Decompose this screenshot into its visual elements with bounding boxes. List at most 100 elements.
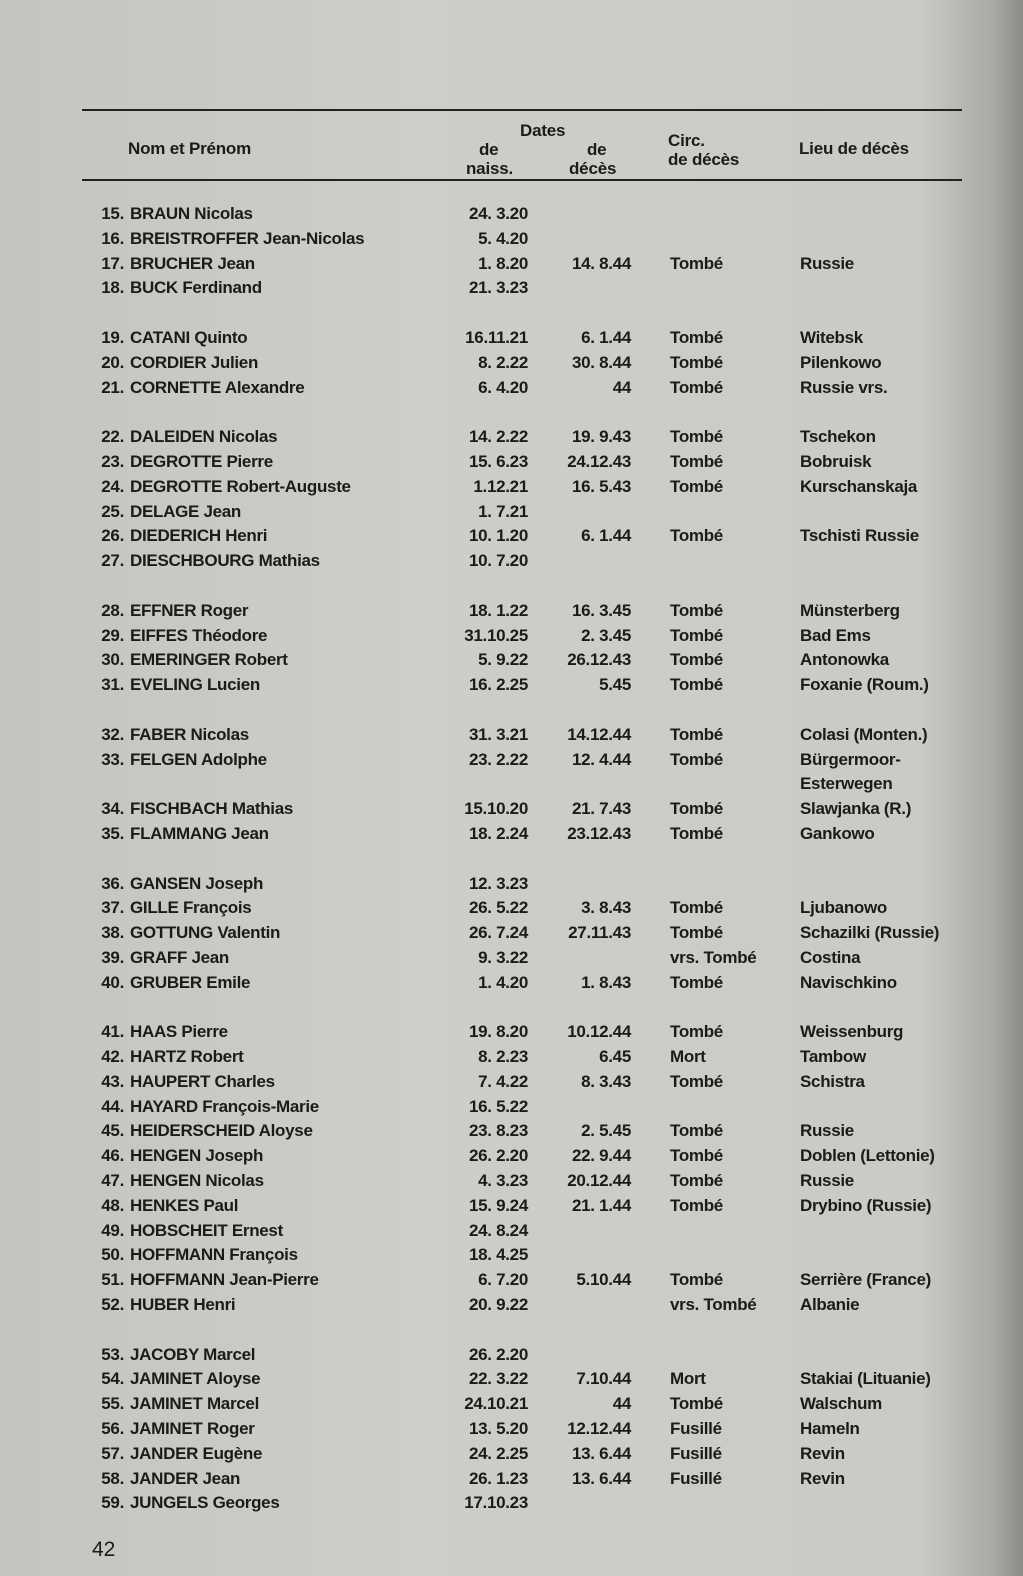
cell-place: Revin [800,1468,845,1488]
cell-death: 2. 5.45 [581,1121,631,1141]
cell-death: 5.10.44 [576,1270,631,1290]
cell-num: 18. [101,278,124,298]
cell-circ: Tombé [670,352,723,372]
cell-death: 12. 4.44 [571,749,631,769]
table-row: 50. HOFFMANN François 18. 4.25 [0,1245,1023,1270]
cell-place: Bürgermoor- [800,749,901,769]
cell-place: Tschisti Russie [800,526,919,546]
cell-name: FISCHBACH Mathias [130,799,294,819]
cell-birth: 26. 7.24 [468,923,528,943]
cell-place: Hameln [800,1419,860,1439]
cell-death: 8. 3.43 [581,1071,631,1091]
table-row: 51. HOFFMANN Jean-Pierre 6. 7.20 5.10.44 Tom… [0,1270,1023,1295]
table-row: 33. FELGEN Adolphe 23. 2.22 12. 4.44 Tombé Bü… [0,750,1023,775]
group-spacer [0,303,1023,328]
cell-name: HENGEN Joseph [130,1146,264,1166]
group-spacer [0,1320,1023,1345]
cell-birth: 13. 5.20 [468,1419,528,1439]
cell-circ: Fusillé [670,1419,722,1439]
cell-place: Schistra [800,1071,865,1091]
cell-place: Serrière (France) [800,1270,931,1290]
cell-place: Navischkino [800,972,897,992]
cell-place: Münsterberg [800,600,900,620]
header-birth-line1: de [479,140,499,159]
cell-num: 53. [101,1344,124,1364]
cell-num: 36. [101,873,124,893]
cell-death: 12.12.44 [567,1419,631,1439]
cell-death: 23.12.43 [567,823,631,843]
cell-circ: Tombé [670,625,723,645]
cell-num: 54. [101,1369,124,1389]
cell-birth: 26. 5.22 [468,898,528,918]
cell-place: Kurschanskaja [800,476,918,496]
table-row: 15. BRAUN Nicolas 24. 3.20 [0,204,1023,229]
table-row: 40. GRUBER Emile 1. 4.20 1. 8.43 Tombé Navisc… [0,973,1023,998]
cell-circ: Fusillé [670,1468,722,1488]
cell-name: GOTTUNG Valentin [130,923,281,943]
cell-birth: 22. 3.22 [468,1369,528,1389]
cell-birth: 15. 9.24 [468,1195,528,1215]
cell-place: Costina [800,947,861,967]
cell-num: 59. [101,1493,124,1513]
cell-name: HOFFMANN François [130,1245,298,1265]
cell-name: DELAGE Jean [130,501,242,521]
cell-name: BRAUN Nicolas [130,204,253,223]
cell-name: HUBER Henri [130,1295,236,1315]
table-row: 23. DEGROTTE Pierre 15. 6.23 24.12.43 Tombé B… [0,452,1023,477]
cell-place: Antonowka [800,650,889,670]
cell-num: 15. [101,204,124,223]
cell-birth: 5. 4.20 [478,228,528,248]
header-birth-line2: naiss. [466,159,513,178]
table-row: 27. DIESCHBOURG Mathias 10. 7.20 [0,551,1023,576]
cell-name: JAMINET Marcel [130,1394,260,1414]
cell-place: Slawjanka (R.) [800,799,912,819]
cell-birth: 8. 2.23 [478,1047,528,1067]
table-row: 35. FLAMMANG Jean 18. 2.24 23.12.43 Tombé Gan… [0,824,1023,849]
cell-name: GANSEN Joseph [130,873,264,893]
cell-circ: Tombé [670,427,723,447]
cell-place: Russie vrs. [800,377,888,397]
cell-name: BRUCHER Jean [130,253,255,273]
cell-circ: Fusillé [670,1443,722,1463]
cell-name: FELGEN Adolphe [130,749,267,769]
cell-name: JAMINET Aloyse [130,1369,261,1389]
cell-death: 6. 1.44 [581,526,631,546]
cell-birth: 15.10.20 [464,799,528,819]
table-row: 54. JAMINET Aloyse 22. 3.22 7.10.44 Mort Stak… [0,1369,1023,1394]
cell-birth: 4. 3.23 [478,1171,528,1191]
table-row: 36. GANSEN Joseph 12. 3.23 [0,874,1023,899]
cell-death: 6. 1.44 [581,327,631,347]
cell-circ: vrs. Tombé [670,947,757,967]
table-row: 28. EFFNER Roger 18. 1.22 16. 3.45 Tombé Müns… [0,601,1023,626]
table-row: 57. JANDER Eugène 24. 2.25 13. 6.44 Fusillé R… [0,1444,1023,1469]
cell-name: CORDIER Julien [130,352,259,372]
cell-death: 10.12.44 [567,1022,631,1042]
cell-name: HOBSCHEIT Ernest [130,1220,283,1240]
cell-place: Stakiai (Lituanie) [800,1369,931,1389]
header-name: Nom et Prénom [128,139,252,158]
cell-circ: Tombé [670,1146,723,1166]
cell-name: BREISTROFFER Jean-Nicolas [130,228,365,248]
cell-name: DALEIDEN Nicolas [130,427,278,447]
table-row: Esterwegen [0,774,1023,799]
cell-birth: 24. 2.25 [468,1443,528,1463]
cell-place: Weissenburg [800,1022,904,1042]
cell-place: Bobruisk [800,451,872,471]
cell-num: 37. [101,898,124,918]
cell-num: 25. [101,501,124,521]
cell-name: JANDER Eugène [130,1443,263,1463]
cell-num: 20. [101,352,124,372]
cell-place: Foxanie (Roum.) [800,675,929,695]
table-row: 59. JUNGELS Georges 17.10.23 [0,1493,1023,1518]
cell-death: 26.12.43 [567,650,631,670]
cell-birth: 1. 7.21 [478,501,528,521]
cell-num: 51. [101,1270,124,1290]
cell-num: 17. [101,253,124,273]
cell-death: 20.12.44 [567,1171,631,1191]
table-row: 29. EIFFES Théodore 31.10.25 2. 3.45 Tombé Ba… [0,626,1023,651]
cell-birth: 23. 2.22 [468,749,528,769]
cell-death: 14. 8.44 [571,253,631,273]
cell-birth: 8. 2.22 [478,352,528,372]
cell-name: DEGROTTE Robert-Auguste [130,476,351,496]
cell-birth: 26. 2.20 [468,1146,528,1166]
